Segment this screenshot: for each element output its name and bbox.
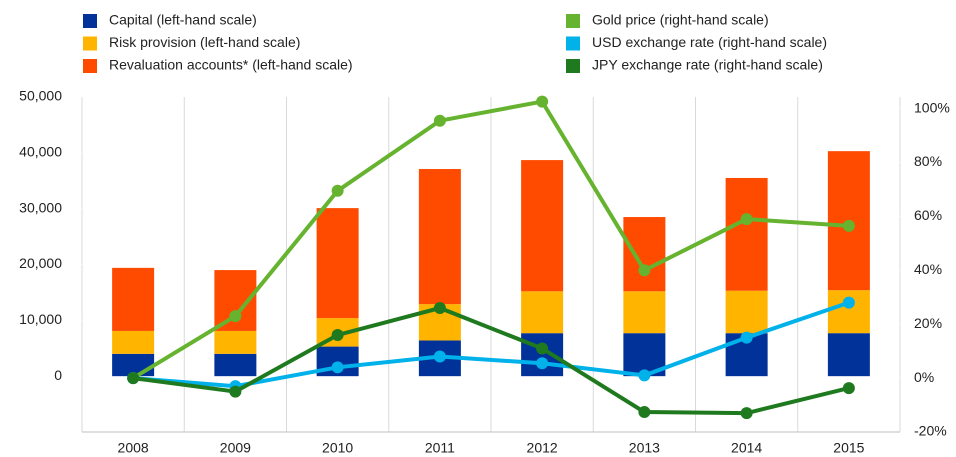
- line: [132, 305, 850, 416]
- y2-tick-label: 80%: [914, 153, 942, 169]
- legend-label: USD exchange rate (right-hand scale): [592, 34, 827, 50]
- point: [842, 296, 855, 309]
- bar-segment: [827, 290, 870, 334]
- line: [132, 99, 850, 380]
- y2-tick-label: 100%: [914, 99, 950, 115]
- bar-segment: [725, 290, 768, 334]
- point: [331, 361, 344, 374]
- x-tick-label: 2012: [527, 440, 558, 456]
- y2-tick-label: -20%: [914, 423, 947, 439]
- point: [127, 372, 140, 385]
- point: [229, 385, 242, 398]
- x-tick-label: 2008: [118, 440, 149, 456]
- bar-segment: [112, 330, 155, 354]
- legend-swatch: [566, 36, 580, 51]
- point: [433, 114, 446, 127]
- bar-segment: [827, 333, 870, 377]
- legend-swatch: [83, 59, 97, 73]
- point: [740, 213, 753, 226]
- x-tick-label: 2015: [833, 440, 864, 456]
- y-tick-label: 30,000: [19, 199, 62, 215]
- y-tick-label: 40,000: [19, 144, 62, 160]
- x-tick-label: 2009: [220, 440, 251, 456]
- point: [638, 406, 651, 419]
- legend-label: Risk provision (left-hand scale): [109, 34, 300, 50]
- point: [536, 342, 549, 355]
- legend-label: Revaluation accounts* (left-hand scale): [109, 57, 353, 73]
- bar-segment: [623, 217, 666, 292]
- bar-segment: [521, 333, 564, 377]
- y2-tick-label: 60%: [914, 207, 942, 223]
- legend-swatch: [566, 59, 580, 73]
- point: [433, 302, 446, 315]
- bar-segment: [521, 291, 564, 334]
- x-tick-label: 2010: [322, 440, 353, 456]
- legend-label: Capital (left-hand scale): [109, 12, 257, 28]
- point: [536, 95, 549, 108]
- legend-label: JPY exchange rate (right-hand scale): [592, 57, 823, 73]
- bar-segment: [214, 353, 257, 377]
- y-tick-label: 10,000: [19, 311, 62, 327]
- point: [433, 350, 446, 363]
- legend-swatch: [83, 14, 97, 28]
- point: [842, 382, 855, 395]
- point: [638, 264, 651, 277]
- y2-tick-label: 40%: [914, 261, 942, 277]
- y-tick-label: 20,000: [19, 255, 62, 271]
- point: [740, 331, 753, 344]
- bar-segment: [316, 208, 359, 319]
- bar-segment: [521, 160, 564, 292]
- y-tick-label: 0: [54, 367, 62, 383]
- bar-segment: [623, 291, 666, 334]
- x-tick-label: 2011: [425, 440, 455, 456]
- legend-label: Gold price (right-hand scale): [592, 12, 769, 28]
- y-tick-label: 50,000: [19, 88, 62, 104]
- bar-segment: [214, 330, 257, 354]
- bar-segment: [418, 169, 461, 305]
- point: [740, 407, 753, 420]
- y2-tick-label: 0%: [914, 369, 934, 385]
- point: [229, 310, 242, 323]
- x-tick-label: 2013: [629, 440, 660, 456]
- point: [331, 184, 344, 197]
- legend-swatch: [566, 14, 580, 28]
- point: [536, 357, 549, 370]
- legend-swatch: [83, 36, 97, 51]
- point: [331, 328, 344, 341]
- bar-segment: [725, 177, 768, 291]
- y2-tick-label: 20%: [914, 315, 942, 331]
- x-tick-label: 2014: [731, 440, 762, 456]
- point: [638, 369, 651, 382]
- point: [842, 219, 855, 232]
- bar-segment: [112, 267, 155, 331]
